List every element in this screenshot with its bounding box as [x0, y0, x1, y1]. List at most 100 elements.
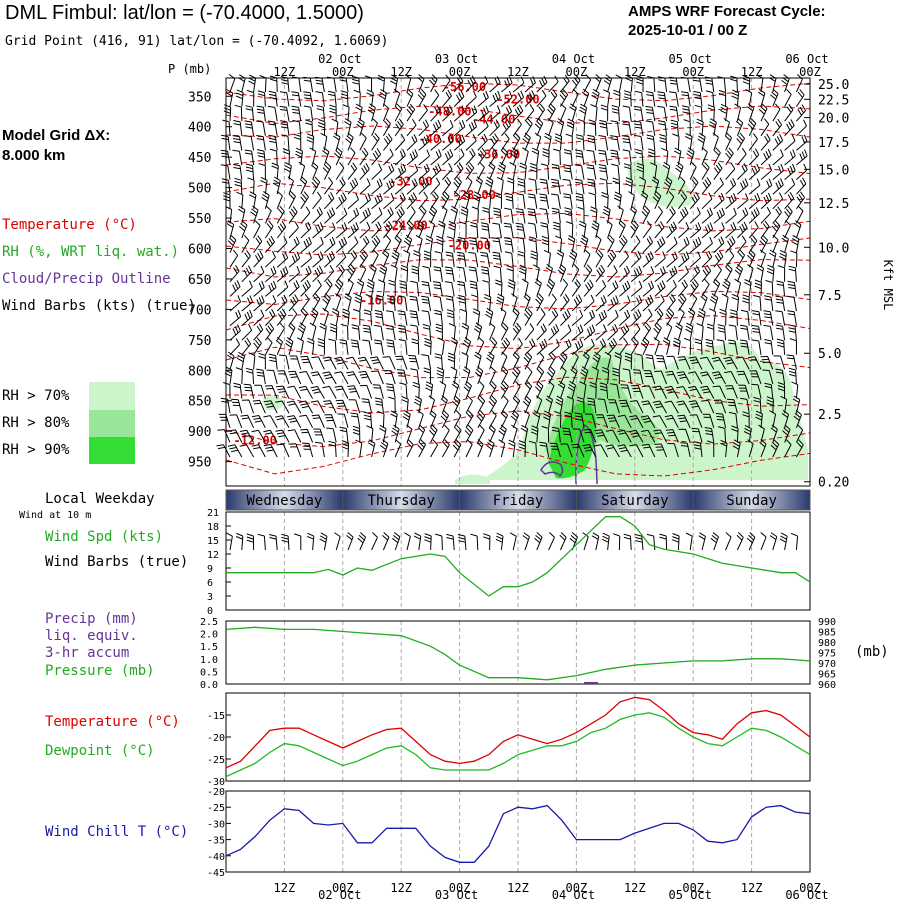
wind-barb [477, 147, 487, 166]
wind-barb [267, 105, 278, 122]
wind-barb [287, 415, 302, 429]
wind-barb [453, 134, 466, 151]
wind-barb [401, 396, 409, 414]
wind-barb [748, 193, 761, 210]
wind-barb [465, 410, 474, 429]
wind-barb [700, 385, 715, 399]
wind-barb [701, 264, 712, 283]
wind-barb [359, 235, 370, 253]
wind-barb [235, 89, 244, 107]
wind-barb [612, 533, 621, 551]
wind-barb [571, 264, 580, 283]
wind-barb [766, 264, 775, 282]
wind-barb [434, 309, 443, 326]
wind-barb [362, 324, 373, 341]
wind-barb [746, 103, 755, 122]
wind-barb [410, 368, 420, 385]
wind-barb [544, 132, 552, 151]
wind-barb [410, 324, 420, 341]
wind-barb [477, 119, 489, 137]
wind-barb [666, 251, 678, 268]
wind-barb [630, 309, 642, 326]
wind-barb [406, 149, 419, 166]
wind-barb [569, 103, 577, 122]
wind-barb [413, 250, 421, 268]
wind-barb [557, 263, 567, 282]
wind-barb [563, 193, 573, 209]
wind-barb [760, 206, 771, 224]
wind-barb [256, 149, 266, 166]
wind-barb [793, 409, 802, 428]
wind-barb [549, 442, 561, 458]
wind-barb [764, 382, 774, 399]
grid-point-label: Grid Point (416, 91) lat/lon = (-70.4092… [5, 34, 389, 49]
wind-barb [784, 205, 793, 224]
wind-barb [588, 192, 597, 209]
wind-barb [366, 89, 374, 107]
wind-barb [737, 193, 749, 210]
wind-barb [743, 424, 752, 443]
wind-barb [581, 88, 590, 107]
wind-barb [312, 222, 324, 239]
wind-barb [491, 237, 502, 253]
wind-barb [509, 162, 517, 180]
wind-barb [678, 265, 689, 283]
wind-barb [298, 385, 314, 399]
wind-barb [334, 356, 349, 370]
wind-barb [396, 369, 408, 385]
wind-barb [390, 264, 398, 282]
wind-barb [470, 533, 479, 551]
wind-barb [536, 366, 545, 385]
wind-barb [281, 533, 290, 551]
wind-barb [398, 338, 408, 355]
wind-barb [556, 118, 565, 136]
wind-barb [731, 89, 740, 107]
wind-barb [234, 177, 243, 195]
weekday-label: Friday [493, 493, 544, 509]
wind-barb [269, 534, 278, 551]
wind-speed-tick: 3 [207, 592, 213, 603]
wind-barb [257, 533, 266, 551]
wind-barb [269, 148, 278, 166]
wind-barb [729, 309, 738, 326]
wind-barb [473, 322, 483, 341]
legend-wind-barbs: Wind Barbs (kts) (true) [2, 298, 196, 314]
wind-barb [265, 309, 276, 326]
wind-barb [796, 177, 807, 195]
wind-barb [340, 323, 349, 341]
wind-barb [688, 400, 703, 414]
wind-barb [548, 75, 559, 93]
wind-barb [424, 337, 432, 355]
wind-barb [740, 397, 750, 414]
weekday-cell [692, 489, 811, 511]
pressure-tick-label: 500 [188, 182, 211, 197]
wind-barb [640, 415, 656, 429]
wind-barb [534, 278, 542, 297]
wind-barb [771, 220, 781, 239]
wind-barb [595, 279, 607, 297]
wind-barb [753, 396, 762, 414]
wind-barb [288, 294, 299, 312]
wind-barb [719, 308, 727, 326]
wind-barb [324, 250, 336, 268]
wind-barb [291, 105, 302, 122]
wind-barb [244, 120, 255, 136]
wind-barb [485, 307, 494, 326]
wind-barb [275, 336, 284, 355]
wind-barb [601, 532, 610, 551]
wind-barb [376, 294, 384, 312]
wind-barb [422, 265, 432, 282]
wind-barb [371, 235, 381, 253]
wind-barb [351, 324, 361, 341]
wind-barb [287, 385, 302, 399]
wind-barb [580, 234, 589, 253]
wind-barb [288, 280, 300, 297]
wind-barb [760, 148, 772, 166]
wind-barb [253, 337, 262, 356]
wind-barb [344, 293, 352, 312]
bottom-date-label: 05 Oct [669, 888, 712, 900]
wind-barb [383, 163, 395, 180]
wind-barb [630, 295, 643, 312]
precip-left-tick: 0.0 [200, 680, 218, 691]
wind-barb [759, 249, 767, 268]
